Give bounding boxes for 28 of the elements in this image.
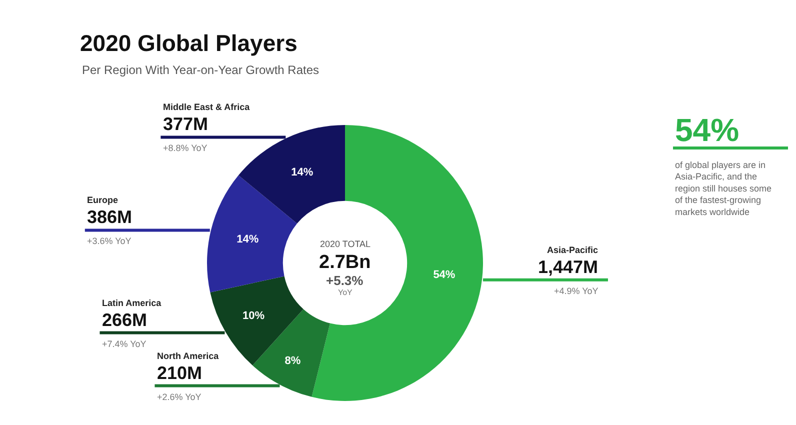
text: 54% [675, 112, 740, 148]
slice-label: Europe [87, 195, 118, 205]
data-label: 266M [102, 310, 148, 330]
text: of global players are in Asia-Pacific, and the region still houses some of the fastest-growing markets worldwide [675, 160, 772, 217]
text: +3.6% YoY [87, 236, 132, 246]
text: 2.7Bn [319, 252, 371, 273]
text: YoY [338, 288, 354, 297]
text: 14% [236, 233, 259, 246]
chart-subtitle: Per Region With Year-on-Year Growth Rates [82, 63, 320, 77]
text: 2020 TOTAL [320, 239, 371, 249]
text: 54% [433, 269, 456, 282]
data-label: 210M [157, 363, 202, 383]
text: 14% [291, 166, 314, 179]
text: +7.4% YoY [102, 339, 146, 349]
slice-label: Latin America [102, 298, 162, 308]
slice-label: Asia-Pacific [547, 245, 598, 255]
text: +4.9% YoY [554, 286, 598, 296]
text: 10% [242, 310, 264, 322]
slice-label: North America [157, 351, 220, 361]
text: +5.3% [326, 273, 364, 288]
data-label: 1,447M [538, 257, 598, 277]
text: +8.8% YoY [163, 143, 208, 153]
text: +2.6% YoY [157, 392, 202, 402]
data-label: 386M [87, 207, 132, 227]
chart-title: 2020 Global Players [80, 30, 298, 56]
data-label: 377M [163, 114, 208, 134]
text: 8% [284, 355, 301, 368]
slice-label: Middle East & Africa [163, 102, 251, 112]
